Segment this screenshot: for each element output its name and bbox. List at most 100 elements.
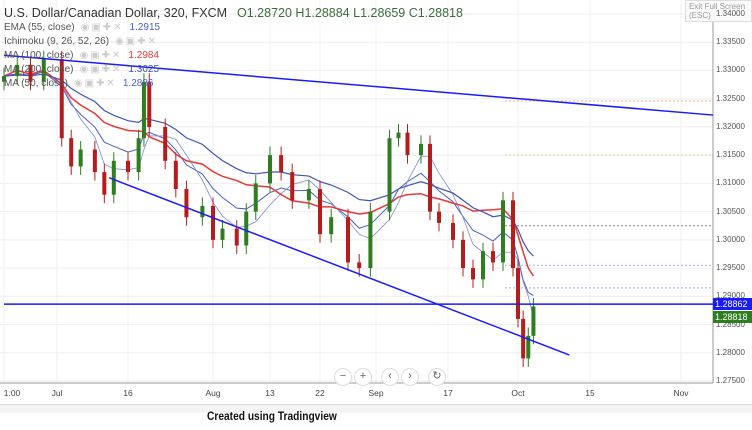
indicator-value: 1.2886 [122, 78, 154, 89]
price-tick-label: 1.31000 [716, 178, 745, 188]
candle-body [147, 81, 152, 127]
caption: Created using Tradingview [207, 409, 337, 423]
time-tick-label: 13 [265, 388, 275, 398]
symbol-title[interactable]: U.S. Dollar/Canadian Dollar, 320, FXCM [4, 6, 228, 20]
candle-body [461, 239, 465, 269]
price-tick-label: 1.33500 [716, 37, 745, 47]
candle-body [521, 318, 526, 359]
indicator-value: 1.3025 [128, 64, 160, 75]
candle-body [184, 189, 189, 218]
candle-body [491, 251, 495, 263]
candle-body [329, 217, 334, 235]
trendline-price-tag: 1.28862 [713, 298, 752, 310]
indicator-row[interactable]: MA (100, close) ◉▣✚✕ 1.2984 [4, 49, 463, 62]
price-tick-label: 1.29000 [716, 291, 745, 301]
moving-average-line [3, 71, 534, 296]
indicator-buttons[interactable]: ◉▣✚✕ [79, 64, 123, 75]
time-tick-label: Sep [368, 388, 384, 398]
candle-body [419, 143, 423, 156]
indicator-label: EMA (55, close) [4, 22, 75, 33]
candle-body [126, 160, 130, 173]
price-tick-label: 1.28000 [716, 347, 745, 357]
indicator-row[interactable]: Ichimoku (9, 26, 52, 26) ◉▣✚✕ [4, 35, 463, 48]
candle-body [102, 172, 107, 195]
candle-body [471, 268, 475, 280]
candle-body [15, 64, 20, 77]
candle-body [481, 251, 485, 280]
trendline [108, 177, 570, 356]
candle-body [290, 172, 295, 201]
price-tick-label: 1.32000 [716, 121, 745, 131]
candle-body [200, 205, 205, 218]
time-tick-label: 1:00 [3, 388, 21, 398]
candle-body [173, 160, 178, 190]
candle-body [405, 132, 410, 156]
trendline [3, 54, 714, 116]
time-tick-label: Jul [51, 388, 63, 398]
ohlc-readout: O1.28720 H1.28884 L1.28659 C1.28818 [237, 6, 463, 20]
candle-body [511, 200, 515, 269]
candle-body [357, 262, 362, 269]
candle-body [41, 59, 46, 82]
exit-full-screen-button[interactable]: Exit Full Screen (ESC) [685, 0, 752, 22]
indicator-row[interactable]: MA (50, close) ◉▣✚✕ 1.2886 [4, 77, 463, 90]
indicator-label: Ichimoku (9, 26, 52, 26) [4, 36, 110, 47]
time-tick-label: 17 [443, 388, 453, 398]
price-tick-label: 1.27500 [716, 375, 745, 385]
candle-body [78, 149, 83, 167]
candle-body [2, 76, 6, 82]
indicator-buttons[interactable]: ◉▣✚✕ [80, 22, 124, 33]
chart-legend: U.S. Dollar/Canadian Dollar, 320, FXCM O… [4, 6, 463, 90]
price-tick-label: 1.30500 [716, 206, 745, 216]
candle-body [279, 155, 284, 173]
indicator-row[interactable]: EMA (55, close) ◉▣✚✕ 1.2915 [4, 21, 463, 34]
zoom-out-button[interactable]: − [334, 368, 352, 386]
indicator-label: MA (50, close) [4, 78, 68, 89]
candle-body [136, 138, 141, 173]
scroll-left-button[interactable]: ‹ [381, 368, 399, 386]
indicator-buttons[interactable]: ◉▣✚✕ [115, 36, 158, 47]
price-tick-label: 1.33000 [716, 65, 745, 75]
indicator-value: 1.2984 [128, 50, 160, 61]
candle-body [234, 228, 239, 246]
candle-body [111, 160, 116, 195]
candle-body [396, 132, 401, 139]
last-price-tag: 1.28818 [713, 311, 752, 323]
zoom-in-button[interactable]: + [354, 368, 372, 386]
candle-body [526, 335, 531, 359]
reset-chart-button[interactable]: ↻ [428, 368, 446, 386]
candle-body [368, 211, 373, 269]
candle-body [163, 126, 168, 161]
time-tick-label: 22 [315, 388, 325, 398]
time-tick-label: Oct [511, 388, 525, 398]
indicator-buttons[interactable]: ◉▣✚✕ [79, 50, 123, 61]
candle-body [387, 138, 392, 212]
candle-body [318, 189, 322, 235]
candle-body [306, 189, 311, 201]
indicator-buttons[interactable]: ◉▣✚✕ [73, 78, 117, 89]
price-tick-label: 1.32500 [716, 93, 745, 103]
moving-average-line [3, 69, 535, 277]
indicator-label: MA (100, close) [4, 50, 74, 61]
price-tick-label: 1.30000 [716, 234, 745, 244]
candle-body [220, 228, 225, 240]
candle-body [69, 138, 74, 167]
price-tick-label: 1.34000 [716, 9, 745, 18]
time-tick-label: Nov [673, 388, 689, 398]
candle-body [437, 211, 441, 223]
candle-body [501, 200, 505, 263]
indicator-label: MA (200, close) [4, 64, 74, 75]
candle-body [268, 155, 272, 184]
time-tick-label: 15 [585, 388, 595, 398]
candle-body [253, 183, 258, 212]
candle-body [211, 205, 215, 240]
price-tick-label: 1.31500 [716, 150, 745, 160]
scroll-right-button[interactable]: › [401, 368, 419, 386]
time-tick-label: 16 [123, 388, 133, 398]
indicator-row[interactable]: MA (200, close) ◉▣✚✕ 1.3025 [4, 63, 463, 76]
candle-body [428, 143, 432, 212]
candle-body [28, 64, 33, 82]
candle-body [346, 217, 350, 263]
candle-body [451, 222, 455, 240]
bottom-toolbar [0, 404, 752, 413]
